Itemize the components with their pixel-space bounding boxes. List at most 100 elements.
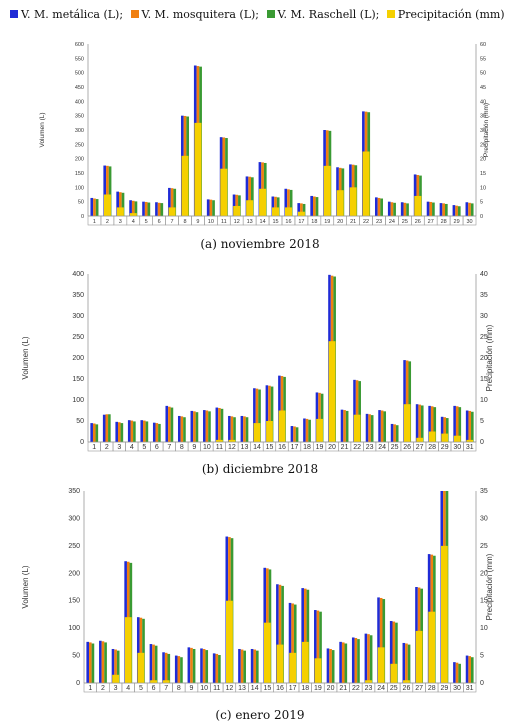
bar-precipitacion (362, 151, 370, 216)
bar-metalica (453, 662, 456, 683)
bar-raschell (170, 407, 174, 442)
chart-panel-november: 0 50 100 150 200 250 300 350 400 450 500 550 600 0 5 10… (0, 30, 520, 235)
x-tick-label: 9 (196, 219, 199, 225)
bar-metalica (303, 418, 306, 442)
x-tick-label: 25 (391, 444, 399, 451)
bar-mosquitera (218, 407, 221, 442)
x-tick-label: 7 (167, 444, 171, 451)
bar-metalica (136, 617, 140, 683)
y-tick-label: 200 (72, 355, 84, 362)
bar-mosquitera (168, 406, 171, 442)
bar-raschell (302, 203, 306, 216)
x-tick-label: 20 (337, 219, 343, 225)
bar-mosquitera (230, 416, 234, 442)
bar-metalica (162, 652, 165, 683)
x-tick-label: 6 (158, 219, 161, 225)
x-tick-label: 10 (200, 685, 208, 692)
y2-tick-label: 25 (480, 142, 486, 148)
bar-raschell (212, 200, 215, 216)
bar-raschell (283, 376, 286, 442)
bar-mosquitera (215, 653, 219, 683)
bar-metalica (315, 392, 319, 442)
bar-metalica (314, 610, 317, 683)
x-tick-label: 7 (171, 219, 174, 225)
bar-raschell (383, 411, 387, 442)
x-tick-label: 9 (190, 685, 194, 692)
x-tick-label: 19 (316, 444, 324, 451)
bar-raschell (116, 650, 120, 683)
bar-mosquitera (329, 648, 332, 683)
bar-mosquitera (101, 641, 105, 683)
bar-raschell (370, 415, 374, 442)
bar-mosquitera (405, 360, 409, 442)
x-tick-label: 18 (301, 685, 309, 692)
x-tick-label: 29 (454, 219, 460, 225)
y2-tick-label: 5 (480, 653, 484, 660)
y2-axis-title: Precipitación (mm) (485, 324, 494, 391)
y-tick-label: 100 (75, 185, 84, 191)
x-tick-label: 17 (289, 685, 297, 692)
bar-metalica (245, 176, 249, 216)
x-tick-label: 13 (241, 444, 249, 451)
bar-mosquitera (274, 196, 277, 216)
x-tick-label: 30 (453, 444, 461, 451)
x-tick-label: 12 (234, 219, 240, 225)
bar-mosquitera (455, 662, 459, 683)
bar-raschell (289, 189, 293, 216)
bar-raschell (154, 645, 158, 683)
bar-metalica (365, 413, 369, 442)
bar-mosquitera (118, 192, 122, 216)
bar-metalica (253, 388, 256, 442)
chart-november: 0501001502002503003504004505005506000510… (39, 42, 490, 226)
bar-raschell (173, 188, 177, 216)
bar-metalica (297, 203, 301, 216)
bar-precipitacion (216, 439, 223, 442)
bar-precipitacion (129, 213, 137, 216)
x-tick-label: 13 (238, 685, 246, 692)
bar-raschell (120, 423, 124, 442)
bar-metalica (387, 201, 391, 216)
y-tick-label: 600 (75, 42, 84, 48)
bar-precipitacion (259, 188, 267, 216)
bar-mosquitera (405, 643, 408, 683)
x-tick-label: 11 (216, 444, 223, 451)
bar-metalica (187, 647, 191, 683)
x-tick-label: 2 (101, 685, 105, 692)
bar-metalica (452, 205, 456, 216)
y-tick-label: 150 (75, 171, 84, 177)
x-tick-label: 3 (117, 444, 121, 451)
y2-tick-label: 35 (480, 292, 488, 299)
y2-axis-title: Precipitación (mm) (483, 103, 490, 157)
bar-raschell (158, 423, 161, 442)
bar-mosquitera (202, 648, 206, 683)
bar-raschell (395, 622, 398, 683)
bar-raschell (293, 604, 297, 683)
bar-raschell (218, 655, 221, 683)
x-tick-label: 5 (139, 685, 143, 692)
bar-raschell (358, 381, 361, 442)
bar-raschell (357, 639, 360, 683)
bar-metalica (99, 640, 102, 683)
bar-mosquitera (393, 424, 396, 442)
x-tick-label: 30 (466, 219, 472, 225)
x-tick-label: 24 (389, 219, 395, 225)
bar-precipitacion (112, 674, 120, 683)
x-tick-label: 21 (341, 444, 349, 451)
x-tick-label: 1 (93, 219, 96, 225)
x-tick-label: 8 (177, 685, 181, 692)
bar-raschell (306, 589, 310, 683)
bar-precipitacion (225, 600, 233, 683)
bar-raschell (295, 427, 299, 442)
bar-precipitacion (220, 168, 228, 216)
bar-metalica (377, 597, 380, 683)
bar-metalica (339, 641, 342, 683)
y-tick-label: 400 (72, 271, 84, 278)
x-tick-label: 16 (278, 444, 286, 451)
y-tick-label: 200 (68, 570, 80, 577)
x-tick-label: 8 (183, 219, 186, 225)
bar-precipitacion (453, 435, 461, 442)
bar-mosquitera (131, 200, 135, 216)
bar-raschell (95, 199, 99, 216)
legend-item-precipitacion: Precipitación (mm) (386, 8, 505, 21)
bar-raschell (433, 407, 437, 442)
